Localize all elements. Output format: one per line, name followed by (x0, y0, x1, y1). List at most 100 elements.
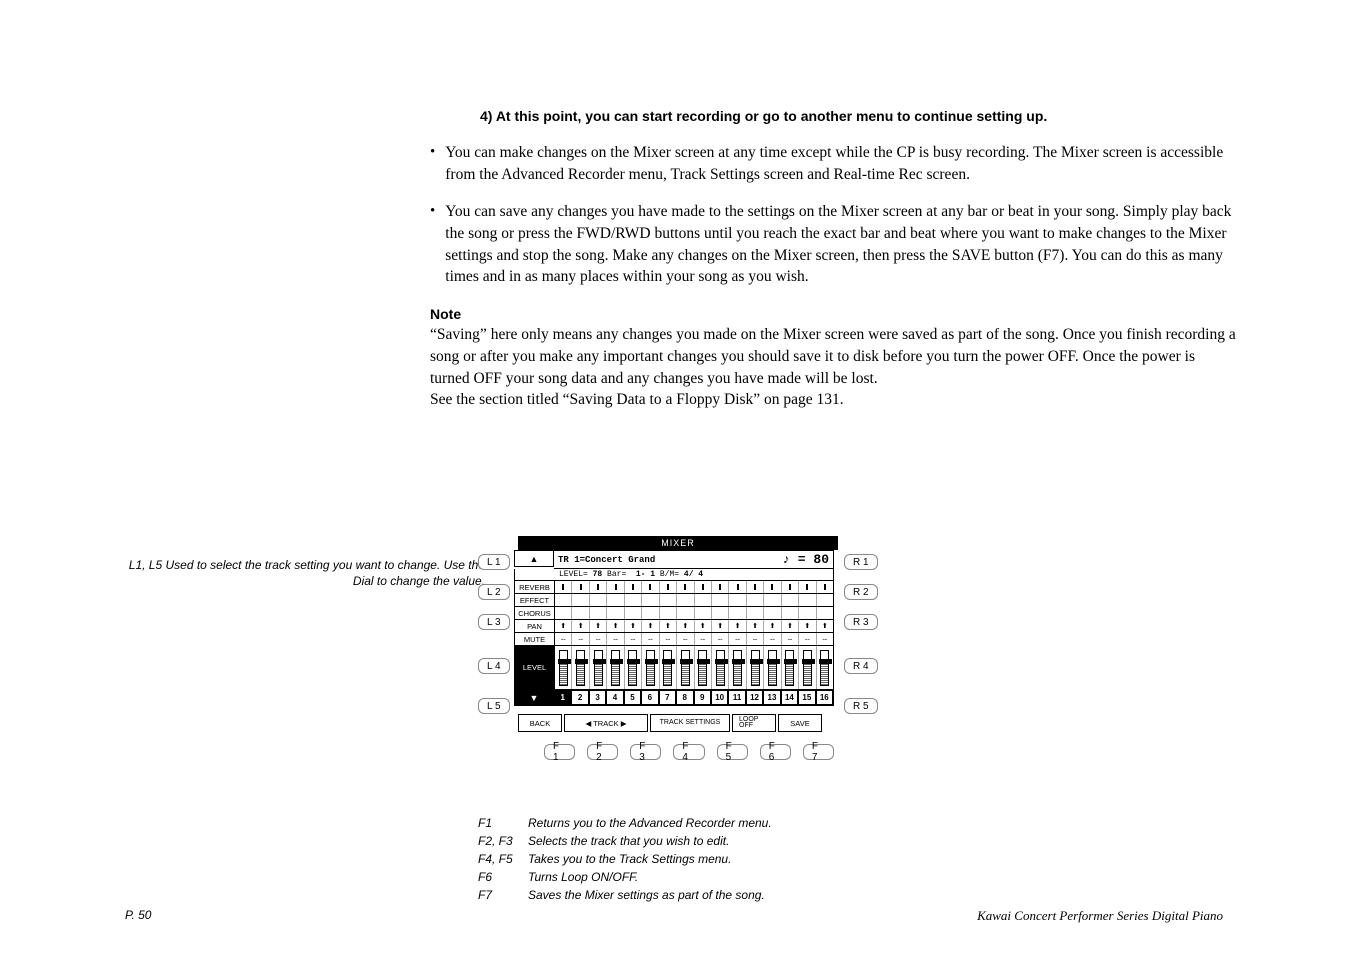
param-cell[interactable]: ⬆ (660, 620, 677, 632)
track-number-8[interactable]: 8 (676, 690, 693, 705)
r3-button[interactable]: R 3 (844, 614, 878, 630)
param-cell[interactable] (764, 594, 781, 606)
param-cell[interactable]: -- (625, 633, 642, 645)
track-number-6[interactable]: 6 (641, 690, 658, 705)
param-cell[interactable] (590, 607, 607, 619)
track-number-7[interactable]: 7 (659, 690, 676, 705)
r4-button[interactable]: R 4 (844, 658, 878, 674)
param-cell[interactable] (695, 581, 712, 593)
param-cell[interactable]: -- (590, 633, 607, 645)
loop-soft-button[interactable]: LOOP OFF (732, 714, 776, 732)
up-arrow-button[interactable]: ▲ (514, 550, 554, 567)
param-cell[interactable]: -- (817, 633, 833, 645)
param-cell[interactable] (660, 594, 677, 606)
l5-button[interactable]: L 5 (478, 698, 510, 714)
f2-button[interactable]: F 2 (587, 744, 618, 760)
param-cell[interactable] (747, 581, 764, 593)
r2-button[interactable]: R 2 (844, 584, 878, 600)
param-cell[interactable]: ⬆ (729, 620, 746, 632)
track-number-5[interactable]: 5 (624, 690, 641, 705)
param-cell[interactable]: -- (712, 633, 729, 645)
param-cell[interactable]: ⬆ (817, 620, 833, 632)
param-cell[interactable] (642, 581, 659, 593)
param-cell[interactable]: ⬆ (555, 620, 572, 632)
param-cell[interactable] (764, 607, 781, 619)
param-cell[interactable]: -- (729, 633, 746, 645)
param-cell[interactable] (625, 607, 642, 619)
param-cell[interactable]: -- (747, 633, 764, 645)
param-cell[interactable] (660, 607, 677, 619)
param-cell[interactable] (764, 581, 781, 593)
param-cell[interactable]: -- (799, 633, 816, 645)
param-cell[interactable]: ⬆ (695, 620, 712, 632)
level-fader[interactable] (555, 646, 572, 689)
level-fader[interactable] (712, 646, 729, 689)
f3-button[interactable]: F 3 (630, 744, 661, 760)
param-cell[interactable] (747, 607, 764, 619)
level-fader[interactable] (799, 646, 816, 689)
param-cell[interactable]: -- (555, 633, 572, 645)
param-cell[interactable]: ⬆ (590, 620, 607, 632)
level-fader[interactable] (590, 646, 607, 689)
track-number-3[interactable]: 3 (589, 690, 606, 705)
param-cell[interactable] (607, 581, 624, 593)
track-number-12[interactable]: 12 (746, 690, 763, 705)
track-soft-button[interactable]: ◀ TRACK ▶ (564, 714, 648, 732)
param-cell[interactable]: ⬆ (625, 620, 642, 632)
param-cell[interactable] (607, 607, 624, 619)
param-cell[interactable] (555, 581, 572, 593)
level-fader[interactable] (695, 646, 712, 689)
track-number-1[interactable]: 1 (554, 690, 571, 705)
track-number-13[interactable]: 13 (763, 690, 780, 705)
level-fader[interactable] (625, 646, 642, 689)
r5-button[interactable]: R 5 (844, 698, 878, 714)
param-cell[interactable] (642, 607, 659, 619)
param-cell[interactable] (799, 581, 816, 593)
param-cell[interactable] (607, 594, 624, 606)
param-cell[interactable]: ⬆ (712, 620, 729, 632)
track-settings-soft-button[interactable]: TRACK SETTINGS (650, 714, 730, 732)
param-cell[interactable] (625, 581, 642, 593)
param-cell[interactable] (572, 607, 589, 619)
param-cell[interactable] (747, 594, 764, 606)
track-number-2[interactable]: 2 (571, 690, 588, 705)
track-number-10[interactable]: 10 (711, 690, 728, 705)
param-cell[interactable] (712, 607, 729, 619)
level-fader[interactable] (677, 646, 694, 689)
param-cell[interactable]: -- (572, 633, 589, 645)
param-cell[interactable] (729, 581, 746, 593)
level-fader[interactable] (747, 646, 764, 689)
l4-button[interactable]: L 4 (478, 658, 510, 674)
param-cell[interactable]: ⬆ (642, 620, 659, 632)
track-number-9[interactable]: 9 (694, 690, 711, 705)
param-cell[interactable] (799, 607, 816, 619)
f1-button[interactable]: F 1 (544, 744, 575, 760)
param-cell[interactable] (782, 581, 799, 593)
param-cell[interactable]: ⬆ (782, 620, 799, 632)
param-cell[interactable] (782, 607, 799, 619)
param-cell[interactable] (695, 594, 712, 606)
param-cell[interactable] (817, 581, 833, 593)
param-cell[interactable]: -- (764, 633, 781, 645)
param-cell[interactable]: -- (677, 633, 694, 645)
param-cell[interactable]: -- (660, 633, 677, 645)
param-cell[interactable]: -- (607, 633, 624, 645)
track-number-4[interactable]: 4 (606, 690, 623, 705)
param-cell[interactable]: ⬆ (572, 620, 589, 632)
param-cell[interactable] (677, 581, 694, 593)
param-cell[interactable]: -- (642, 633, 659, 645)
track-number-11[interactable]: 11 (728, 690, 745, 705)
param-cell[interactable] (729, 594, 746, 606)
level-fader[interactable] (817, 646, 833, 689)
track-number-15[interactable]: 15 (798, 690, 815, 705)
param-cell[interactable] (572, 581, 589, 593)
f4-button[interactable]: F 4 (673, 744, 704, 760)
down-arrow-button[interactable]: ▼ (514, 690, 554, 706)
param-cell[interactable]: ⬆ (677, 620, 694, 632)
level-fader[interactable] (572, 646, 589, 689)
param-cell[interactable] (817, 607, 833, 619)
l3-button[interactable]: L 3 (478, 614, 510, 630)
param-cell[interactable]: ⬆ (607, 620, 624, 632)
f6-button[interactable]: F 6 (760, 744, 791, 760)
l1-button[interactable]: L 1 (478, 554, 510, 570)
